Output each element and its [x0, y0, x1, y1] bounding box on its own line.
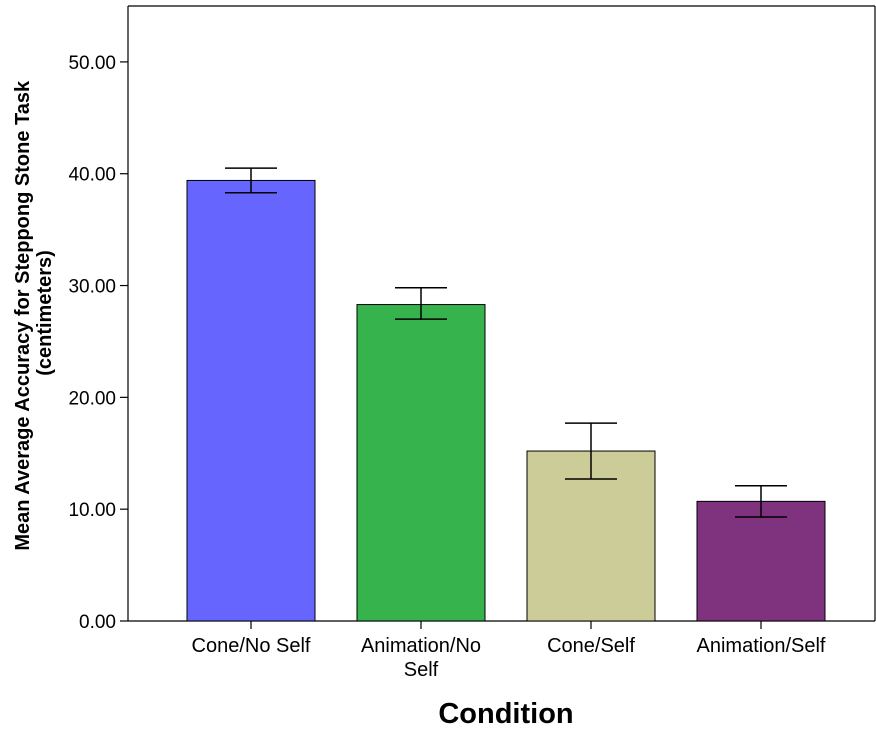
y-tick-label: 20.00 — [68, 388, 116, 409]
x-tick-label: Cone/No Self — [192, 635, 311, 657]
y-tick-label: 40.00 — [68, 165, 116, 186]
bar — [696, 500, 826, 622]
x-tick-label-line: Cone/Self — [547, 635, 635, 657]
x-tick-label-line: Animation/Self — [697, 635, 826, 657]
x-tick-label-line: Cone/No Self — [192, 635, 311, 657]
y-tick-label: 50.00 — [68, 53, 116, 74]
x-tick-label: Cone/Self — [547, 635, 635, 657]
y-tick-label: 0.00 — [79, 612, 116, 633]
x-tick-label-line: Animation/No — [361, 635, 481, 657]
y-axis-title-line-2: (centimeters) — [34, 250, 56, 376]
y-tick-label: 10.00 — [68, 500, 116, 521]
y-axis-title: Mean Average Accuracy for Steppong Stone… — [12, 75, 56, 550]
x-tick-label-line: Self — [404, 659, 439, 681]
y-axis-title-line-1: Mean Average Accuracy for Steppong Stone… — [12, 80, 34, 551]
y-tick-label: 30.00 — [68, 277, 116, 298]
x-axis-title: Condition — [438, 698, 573, 729]
x-tick-label: Animation/No Self — [361, 635, 481, 681]
bar — [186, 179, 316, 622]
x-tick-label: Animation/Self — [697, 635, 826, 657]
bar — [356, 304, 486, 622]
